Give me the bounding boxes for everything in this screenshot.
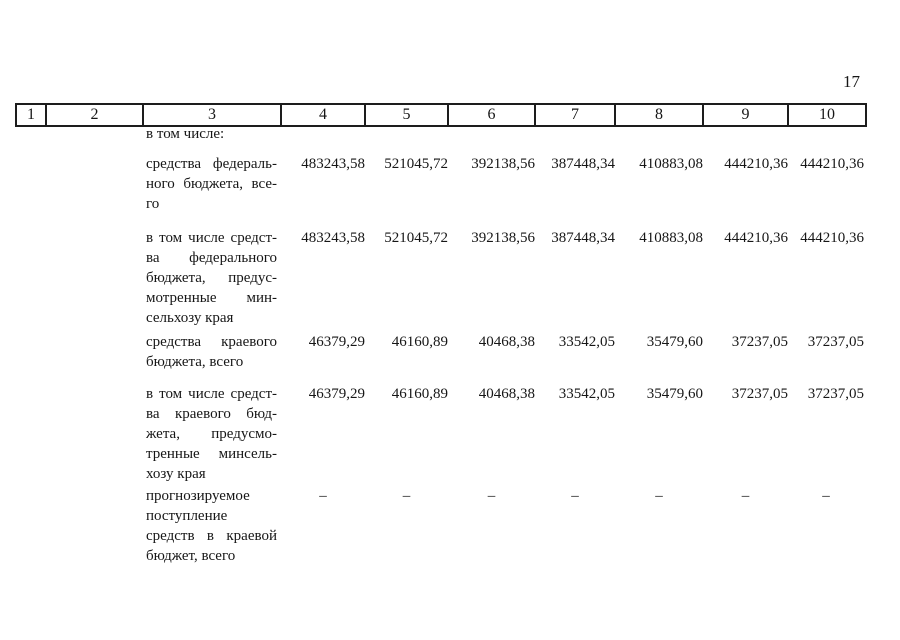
row-value: 35479,60	[646, 334, 703, 350]
row-label-line: поступление	[146, 508, 228, 524]
table-row: средства федераль-ного бюджета, все-го 48…	[16, 154, 864, 214]
table-row: прогнозируемое поступление средств в краев…	[16, 486, 864, 566]
row-value: 37237,05	[731, 386, 788, 402]
header-cell-5: 5	[366, 105, 449, 125]
row-label-line: бюджета, всего	[146, 354, 244, 370]
row-label-line: жета, предусмо-	[146, 426, 277, 442]
row-value: 37237,05	[807, 386, 864, 402]
row-label-line: прогнозируемое	[146, 488, 250, 504]
row-label-line: мотренные мин-	[146, 290, 277, 306]
row-value: 410883,08	[639, 156, 703, 172]
row-value: 37237,05	[807, 334, 864, 350]
row-label: прогнозируемое поступление средств в краев…	[143, 486, 281, 566]
page-number: 17	[843, 72, 860, 91]
row-label-line: в том числе средст-	[146, 386, 277, 402]
row-value: 444210,36	[724, 156, 788, 172]
row-value: 444210,36	[800, 230, 864, 246]
row-value: 46160,89	[391, 386, 448, 402]
table-row: в том числе:	[16, 124, 864, 144]
row-label: в том числе:	[143, 124, 281, 144]
row-value-empty: –	[487, 488, 496, 504]
row-label-line: тренные минсель-	[146, 446, 277, 462]
header-cell-10: 10	[819, 106, 835, 123]
row-label-line: средства федераль-	[146, 156, 277, 172]
row-label-line: средства краевого	[146, 334, 277, 350]
row-value: 521045,72	[384, 156, 448, 172]
row-value-empty: –	[571, 488, 579, 504]
row-label: в том числе средст-ва краевого бюд-жета,…	[143, 384, 281, 484]
row-label-line: сельхозу края	[146, 310, 234, 326]
row-label-line: ного бюджета, все-	[146, 176, 277, 192]
row-label-line: бюджет, всего	[146, 548, 236, 564]
table-row: в том числе средст-ва краевого бюд-жета,…	[16, 384, 864, 484]
row-value-empty: –	[655, 488, 663, 504]
row-value: 37237,05	[731, 334, 788, 350]
row-value: 444210,36	[800, 156, 864, 172]
row-value-empty: –	[402, 488, 411, 504]
row-value: 410883,08	[639, 230, 703, 246]
row-value: 40468,38	[478, 386, 535, 402]
row-label-line: средств в краевой	[146, 528, 277, 544]
row-value: 444210,36	[724, 230, 788, 246]
row-label-line: ва федерального	[146, 250, 277, 266]
row-value-empty: –	[822, 488, 830, 504]
row-value: 387448,34	[551, 156, 615, 172]
row-label: средства краевого бюджета, всего	[143, 332, 281, 372]
header-cell-4: 4	[282, 105, 366, 125]
row-value: 521045,72	[384, 230, 448, 246]
row-label-line: го	[146, 196, 160, 212]
row-label-line: в том числе:	[146, 126, 225, 142]
row-value: 35479,60	[646, 386, 703, 402]
row-value: 483243,58	[301, 156, 365, 172]
table-row: средства краевого бюджета, всего 46379,29 4…	[16, 332, 864, 372]
header-cell-3: 3	[144, 105, 282, 125]
row-value: 392138,56	[471, 156, 535, 172]
row-value: 46379,29	[308, 386, 365, 402]
row-value: 387448,34	[551, 230, 615, 246]
table-body: в том числе: средства федераль-ного бюдже…	[16, 124, 864, 566]
row-value: 46160,89	[391, 334, 448, 350]
header-cell-8: 8	[616, 105, 704, 125]
row-value: 392138,56	[471, 230, 535, 246]
row-value: 483243,58	[301, 230, 365, 246]
table-row: в том числе средст-ва федерального бюджет…	[16, 228, 864, 328]
header-cell-1: 1	[17, 105, 47, 125]
row-label: средства федераль-ного бюджета, все-го	[143, 154, 281, 214]
row-label: в том числе средст-ва федерального бюджет…	[143, 228, 281, 328]
row-value: 46379,29	[308, 334, 365, 350]
table-header-row: 1 2 3 4 5 6 7 8 9 10	[15, 103, 867, 127]
row-value: 40468,38	[478, 334, 535, 350]
row-value: 33542,05	[558, 386, 615, 402]
header-cell-9: 9	[704, 105, 789, 125]
row-label-line: хозу края	[146, 466, 206, 482]
row-label-line: бюджета, предус-	[146, 270, 277, 286]
row-value-empty: –	[741, 488, 750, 504]
header-cell-6: 6	[449, 105, 536, 125]
row-label-line: ва краевого бюд-	[146, 406, 277, 422]
header-cell-2: 2	[47, 105, 144, 125]
header-cell-7: 7	[536, 105, 616, 125]
row-value-empty: –	[319, 488, 327, 504]
row-label-line: в том числе средст-	[146, 230, 277, 246]
row-value: 33542,05	[558, 334, 615, 350]
